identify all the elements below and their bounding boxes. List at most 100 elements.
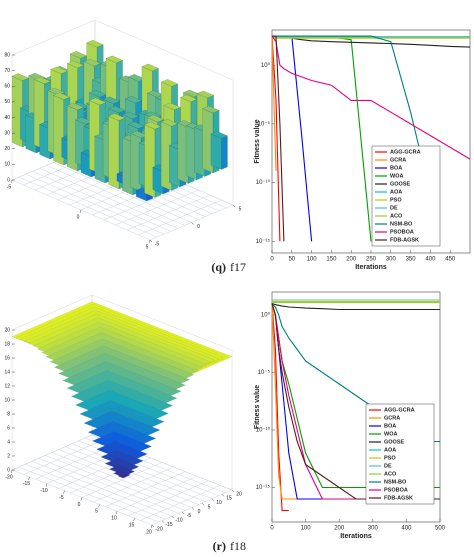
y-tick-label: 10 bbox=[216, 500, 222, 506]
surface-bar bbox=[221, 135, 228, 170]
x-axis-label: Iterations bbox=[340, 533, 372, 540]
x-tick-label: 450 bbox=[445, 257, 456, 263]
series-line bbox=[271, 303, 289, 512]
x-tick bbox=[148, 239, 151, 244]
surface-bar bbox=[161, 79, 178, 87]
y-tick bbox=[149, 239, 153, 243]
x-tick-label: 300 bbox=[386, 257, 397, 263]
legend-label: PSO bbox=[384, 455, 396, 461]
x-tick bbox=[98, 504, 100, 508]
x-tick-label: -5 bbox=[7, 184, 12, 190]
y-tick-label: -5 bbox=[187, 513, 192, 519]
z-tick-label: 16 bbox=[4, 355, 10, 361]
z-tick-label: 80 bbox=[4, 52, 10, 58]
y-tick bbox=[151, 524, 155, 528]
x-tick bbox=[79, 209, 82, 214]
legend-label: NSM-BO bbox=[384, 479, 407, 485]
legend-label: NSM-BO bbox=[390, 221, 413, 227]
z-tick-label: 18 bbox=[4, 341, 10, 347]
surface-bar bbox=[89, 97, 107, 106]
y-tick-label: 0 bbox=[198, 509, 201, 515]
x-tick-label: 0 bbox=[78, 502, 81, 508]
surface-bar bbox=[196, 90, 214, 99]
legend-label: AGG-GCRA bbox=[390, 149, 421, 155]
caption-text: f17 bbox=[230, 260, 246, 274]
y-tick-label: -15 bbox=[165, 522, 172, 528]
x-tick-label: 5 bbox=[95, 509, 98, 515]
z-tick-label: 60 bbox=[4, 84, 10, 90]
x-tick-label: 0 bbox=[77, 214, 80, 220]
legend-label: DE bbox=[390, 205, 398, 211]
surface-bar bbox=[210, 133, 222, 170]
legend-label: AGG-GCRA bbox=[384, 407, 415, 413]
x-tick bbox=[133, 518, 135, 522]
y-tick-label: 0 bbox=[197, 224, 200, 230]
y-tick bbox=[171, 516, 175, 519]
z-tick-label: 10 bbox=[4, 397, 10, 403]
y-axis-label: Fitness value bbox=[254, 385, 261, 429]
z-tick-label: 20 bbox=[4, 327, 10, 333]
y-tick-label: 10⁻⁵ bbox=[258, 120, 271, 127]
surface-bar bbox=[105, 55, 123, 63]
series-line bbox=[272, 35, 431, 195]
x-tick-label: 300 bbox=[368, 526, 379, 532]
surface-bar bbox=[141, 63, 159, 72]
x-axis-label: Iterations bbox=[355, 264, 387, 271]
y-tick bbox=[161, 520, 165, 523]
legend-box bbox=[365, 403, 435, 505]
x-tick-label: 0 bbox=[270, 526, 274, 532]
x-tick-label: -20 bbox=[5, 474, 12, 480]
y-tick bbox=[221, 494, 225, 497]
series-line bbox=[271, 302, 440, 311]
legend-label: WOA bbox=[384, 431, 397, 437]
y-axis-label: Fitness value bbox=[254, 119, 261, 163]
series-line bbox=[271, 35, 471, 160]
x-tick-label: 100 bbox=[307, 257, 318, 263]
x-tick bbox=[45, 483, 48, 487]
surface-bar bbox=[202, 105, 220, 114]
y-tick-label: 10⁻⁵ bbox=[258, 369, 271, 376]
legend-label: GCRA bbox=[390, 157, 406, 163]
caption-letter: (r) bbox=[213, 539, 226, 553]
y-tick-label: -20 bbox=[155, 526, 162, 532]
x-tick-label: -10 bbox=[40, 488, 47, 494]
surface-bar bbox=[108, 113, 126, 121]
x-tick-label: 15 bbox=[129, 522, 135, 528]
x-tick-label: 400 bbox=[401, 526, 412, 532]
x-tick-label: 200 bbox=[334, 526, 345, 532]
floor-grid bbox=[138, 199, 222, 236]
legend-label: ACO bbox=[390, 213, 403, 219]
legend-label: FDB-AGSK bbox=[384, 495, 413, 501]
legend-label: FDB-AGSK bbox=[390, 237, 419, 243]
y-tick-label: 10⁰ bbox=[261, 312, 271, 319]
legend-label: PSO bbox=[390, 197, 402, 203]
y-tick-label: 10⁻¹⁵ bbox=[256, 484, 271, 491]
z-tick-label: 50 bbox=[4, 99, 10, 105]
legend-box bbox=[371, 145, 441, 247]
y-tick bbox=[211, 498, 215, 501]
y-tick-label: 15 bbox=[226, 496, 232, 502]
y-tick-label: -5 bbox=[155, 241, 160, 247]
x-tick-label: 0 bbox=[270, 257, 274, 263]
y-tick-label: 10⁻¹⁰ bbox=[256, 179, 271, 186]
z-tick-label: 40 bbox=[4, 115, 10, 121]
legend-label: PSOBOA bbox=[390, 229, 414, 235]
x-tick bbox=[28, 476, 30, 480]
x-tick-label: -5 bbox=[59, 495, 64, 501]
x-tick-label: 100 bbox=[301, 526, 312, 532]
y-tick-label: 5 bbox=[239, 206, 242, 212]
z-tick-label: 2 bbox=[7, 453, 10, 459]
legend-label: GCRA bbox=[384, 415, 400, 421]
y-tick-label: 10⁻¹⁵ bbox=[256, 238, 271, 245]
y-tick bbox=[191, 222, 194, 225]
series-line bbox=[271, 36, 281, 242]
y-tick-label: 10⁻¹⁰ bbox=[256, 427, 271, 434]
z-tick-label: 20 bbox=[4, 146, 10, 152]
z-tick-label: 8 bbox=[7, 411, 10, 417]
x-tick bbox=[150, 524, 153, 529]
y-tick-label: 10⁰ bbox=[261, 62, 271, 69]
surface-bar bbox=[210, 131, 228, 139]
caption-text: f18 bbox=[230, 539, 246, 553]
z-tick-label: 0 bbox=[7, 467, 10, 473]
